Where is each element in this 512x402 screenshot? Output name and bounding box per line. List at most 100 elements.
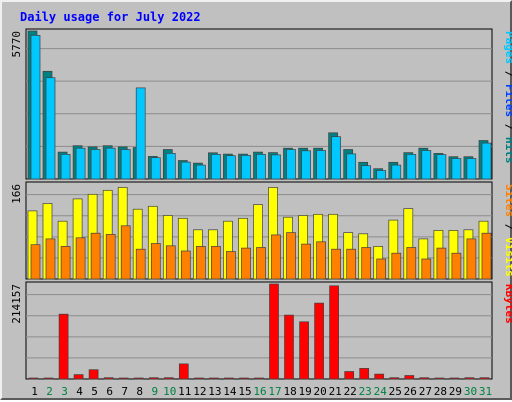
x-tick-label-day-13: 13 <box>208 385 221 398</box>
x-tick-label-day-29: 29 <box>449 385 462 398</box>
bar-files-day-9 <box>150 157 161 180</box>
bar-files-day-26 <box>406 154 417 180</box>
bar-files-day-27 <box>421 150 432 180</box>
x-tick-label-day-2: 2 <box>46 385 53 398</box>
bar-kbytes-day-12 <box>194 377 204 380</box>
x-tick-label-day-17: 17 <box>268 385 281 398</box>
x-tick-label-day-20: 20 <box>313 385 326 398</box>
x-tick-label-day-30: 30 <box>464 385 477 398</box>
bar-sites-day-29 <box>451 252 462 280</box>
bar-sites-day-30 <box>466 238 477 280</box>
x-tick-label-day-11: 11 <box>178 385 191 398</box>
bar-files-day-23 <box>361 165 372 180</box>
bar-kbytes-day-24 <box>374 373 385 380</box>
bar-sites-day-8 <box>135 248 146 280</box>
bar-files-day-30 <box>466 158 477 180</box>
bar-kbytes-day-4 <box>73 374 84 380</box>
bar-sites-day-12 <box>196 246 206 280</box>
x-tick-label-day-31: 31 <box>479 385 492 398</box>
bar-sites-day-5 <box>90 232 101 280</box>
bar-sites-day-2 <box>45 238 56 280</box>
bar-files-day-4 <box>75 147 86 180</box>
bar-kbytes-day-7 <box>118 377 129 380</box>
bar-kbytes-day-20 <box>314 302 324 380</box>
bar-sites-day-19 <box>301 243 311 280</box>
bar-kbytes-day-14 <box>224 377 234 380</box>
bar-sites-day-11 <box>180 250 191 280</box>
bar-files-day-19 <box>301 150 311 180</box>
bar-kbytes-day-23 <box>359 368 370 380</box>
bar-sites-day-7 <box>120 225 131 280</box>
x-tick-label-day-1: 1 <box>31 385 38 398</box>
bar-sites-day-26 <box>406 247 417 280</box>
x-tick-label-day-28: 28 <box>434 385 447 398</box>
bar-files-day-28 <box>436 154 447 180</box>
bar-sites-day-31 <box>481 232 492 280</box>
bar-sites-day-15 <box>241 247 251 280</box>
bar-files-day-17 <box>271 154 281 180</box>
x-tick-label-day-15: 15 <box>238 385 251 398</box>
bar-files-day-15 <box>241 155 251 180</box>
bar-kbytes-day-16 <box>254 377 264 380</box>
bar-files-day-1 <box>30 35 41 180</box>
bar-kbytes-day-22 <box>344 371 355 380</box>
bar-files-day-25 <box>391 164 402 180</box>
bar-files-day-2 <box>45 77 56 180</box>
ymax-label-sites_visits: 166 <box>10 184 23 204</box>
series-label-sites_visits: Sites / Visits <box>503 184 512 277</box>
x-tick-label-day-14: 14 <box>223 385 237 398</box>
series-label-kbytes: KBytes <box>503 284 512 324</box>
bar-kbytes-day-1 <box>28 377 39 380</box>
x-tick-label-day-12: 12 <box>193 385 206 398</box>
x-tick-label-day-27: 27 <box>419 385 432 398</box>
bar-kbytes-day-27 <box>419 377 430 380</box>
bar-kbytes-day-17 <box>269 283 279 380</box>
x-tick-label-day-22: 22 <box>344 385 357 398</box>
bar-kbytes-day-10 <box>163 377 174 380</box>
bar-sites-day-17 <box>271 234 281 280</box>
panel-kbytes <box>25 281 493 380</box>
bar-files-day-13 <box>211 154 221 180</box>
bar-sites-day-27 <box>421 258 432 280</box>
x-tick-label-day-8: 8 <box>136 385 143 398</box>
bar-sites-day-28 <box>436 247 447 280</box>
bar-files-day-5 <box>90 149 101 180</box>
bar-kbytes-day-31 <box>479 377 490 380</box>
x-tick-label-day-16: 16 <box>253 385 266 398</box>
x-tick-label-day-10: 10 <box>163 385 176 398</box>
bar-kbytes-day-5 <box>88 369 99 380</box>
x-tick-label-day-19: 19 <box>298 385 311 398</box>
bar-sites-day-6 <box>105 234 116 280</box>
x-tick-label-day-3: 3 <box>61 385 68 398</box>
x-tick-label-day-21: 21 <box>329 385 342 398</box>
bar-kbytes-day-19 <box>299 321 309 380</box>
bar-sites-day-14 <box>226 251 236 280</box>
bar-files-day-3 <box>60 154 71 180</box>
bar-sites-day-16 <box>256 247 266 280</box>
x-tick-label-day-23: 23 <box>359 385 372 398</box>
bar-kbytes-day-25 <box>389 377 400 380</box>
x-tick-label-day-18: 18 <box>283 385 296 398</box>
ymax-label-hits_files: 5770 <box>10 31 23 58</box>
bar-sites-day-18 <box>286 232 296 280</box>
bar-kbytes-day-18 <box>284 314 294 380</box>
bar-kbytes-day-29 <box>449 377 460 380</box>
bar-files-day-12 <box>196 164 206 180</box>
bar-sites-day-9 <box>150 243 161 280</box>
bar-kbytes-day-26 <box>404 375 415 380</box>
chart-title: Daily usage for July 2022 <box>20 10 201 24</box>
ymax-label-kbytes: 214157 <box>10 284 23 324</box>
bar-sites-day-13 <box>211 246 221 280</box>
x-tick-label-day-6: 6 <box>106 385 113 398</box>
bar-files-day-6 <box>105 147 116 180</box>
bar-sites-day-3 <box>60 246 71 280</box>
bar-sites-day-10 <box>165 245 176 280</box>
bar-kbytes-day-9 <box>148 377 159 380</box>
bar-files-day-21 <box>331 136 341 180</box>
bar-files-day-22 <box>346 153 357 180</box>
bar-sites-day-4 <box>75 237 86 280</box>
bar-files-day-10 <box>165 153 176 180</box>
bar-sites-day-25 <box>391 252 402 280</box>
